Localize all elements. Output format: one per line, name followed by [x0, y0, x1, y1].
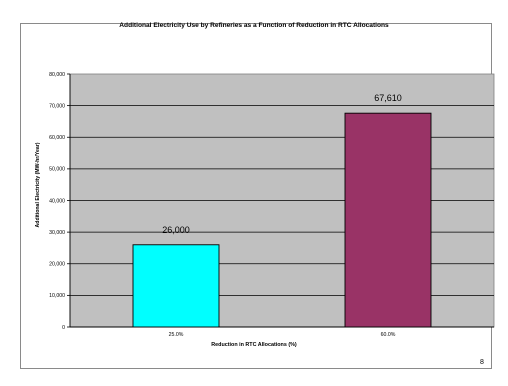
- y-tick-label: 70,000: [49, 103, 65, 109]
- y-tick-label: 40,000: [49, 198, 65, 204]
- y-tick-label: 0: [62, 325, 65, 331]
- y-tick-label: 30,000: [49, 230, 65, 236]
- y-tick-label: 10,000: [49, 293, 65, 299]
- x-axis-label: Reduction in RTC Allocations (%): [211, 342, 297, 348]
- y-tick-label: 20,000: [49, 262, 65, 268]
- bar: [132, 244, 220, 328]
- data-label: 26,000: [162, 225, 190, 235]
- chart-title: Additional Electricity Use by Refineries…: [119, 22, 389, 29]
- bar: [344, 112, 432, 328]
- data-label: 67,610: [374, 93, 402, 103]
- x-tick-label: 60.0%: [381, 332, 396, 338]
- page-number: 8: [480, 359, 484, 366]
- y-tick-label: 80,000: [49, 72, 65, 78]
- y-tick-label: 60,000: [49, 135, 65, 141]
- y-tick-label: 50,000: [49, 167, 65, 173]
- x-tick-label: 25.0%: [169, 332, 184, 338]
